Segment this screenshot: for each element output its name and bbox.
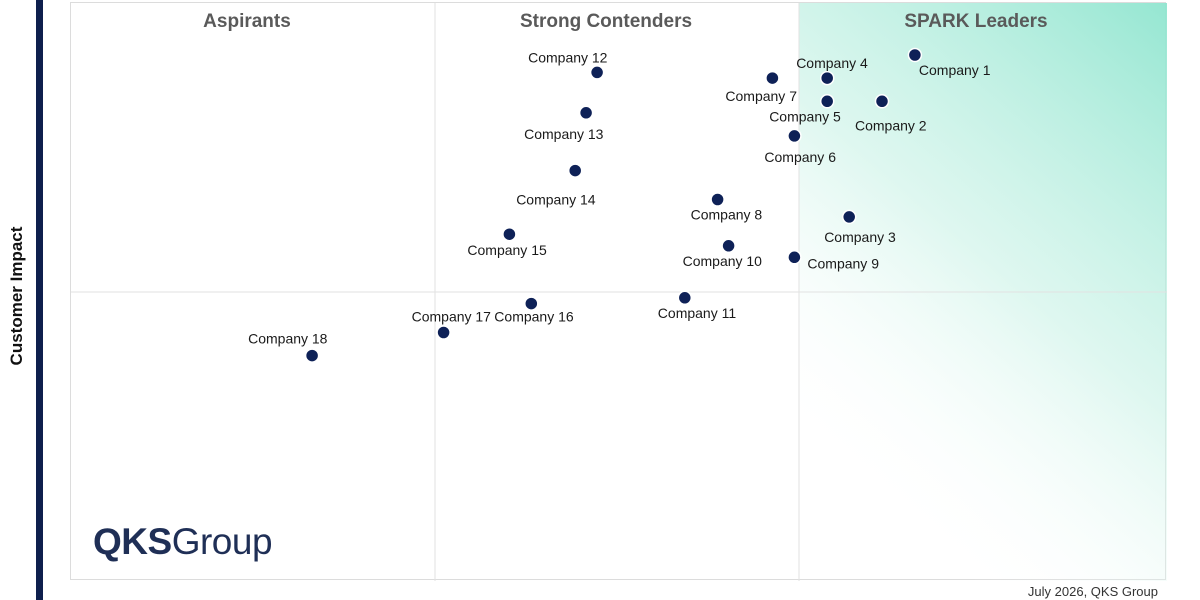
data-point-label: Company 2 (855, 117, 927, 133)
data-point-label: Company 14 (516, 192, 596, 208)
data-point-label: Company 8 (691, 207, 763, 223)
data-point (502, 226, 517, 242)
data-point-label: Company 7 (725, 88, 797, 104)
data-point (589, 65, 605, 80)
brand-logo-primary: QKS (93, 521, 172, 562)
data-point-label: Company 12 (528, 49, 608, 65)
plot-area: Aspirants Strong Contenders SPARK Leader… (70, 2, 1167, 581)
quadrant-title-strong-contenders: Strong Contenders (520, 11, 692, 32)
data-point-label: Company 16 (494, 309, 574, 325)
data-points: Company 1 Company 2 Company 3 Company 4 Comp… (248, 47, 991, 363)
y-axis-label: Customer Impact (7, 226, 26, 366)
data-point-label: Company 15 (467, 242, 547, 258)
data-point (677, 290, 693, 306)
data-point (787, 250, 802, 265)
data-point-label: Company 6 (764, 149, 836, 165)
footer-note: July 2026, QKS Group (1027, 584, 1158, 599)
data-point (765, 70, 780, 86)
data-point-label: Company 4 (796, 55, 868, 71)
data-point-label: Company 1 (919, 62, 991, 78)
data-point (721, 238, 736, 254)
data-point-label: Company 3 (824, 229, 896, 245)
data-point-label: Company 13 (524, 126, 604, 142)
data-point (907, 47, 923, 63)
quadrant-title-spark-leaders: SPARK Leaders (904, 11, 1047, 32)
data-point (524, 296, 539, 311)
quadrant-title-aspirants: Aspirants (203, 11, 291, 32)
brand-logo-secondary: Group (171, 521, 273, 562)
data-point-label: Company 5 (769, 108, 841, 124)
data-point (787, 128, 802, 144)
data-point-label: Company 17 (412, 309, 492, 325)
data-point (436, 325, 451, 340)
data-point (819, 94, 835, 109)
quadrant-chart: Aspirants Strong Contenders SPARK Leader… (71, 3, 1167, 581)
data-point (567, 163, 583, 178)
data-point-label: Company 11 (658, 305, 737, 321)
brand-logo: QKSGroup (93, 521, 273, 563)
data-point (819, 70, 835, 86)
data-point-label: Company 9 (807, 255, 879, 271)
data-point-label: Company 10 (683, 253, 763, 269)
data-point (710, 192, 725, 207)
data-point-label: Company 18 (248, 331, 328, 347)
left-accent-bar (36, 0, 43, 600)
data-point (841, 209, 857, 225)
data-point (874, 94, 890, 109)
data-point (304, 348, 320, 363)
data-point (578, 105, 594, 121)
